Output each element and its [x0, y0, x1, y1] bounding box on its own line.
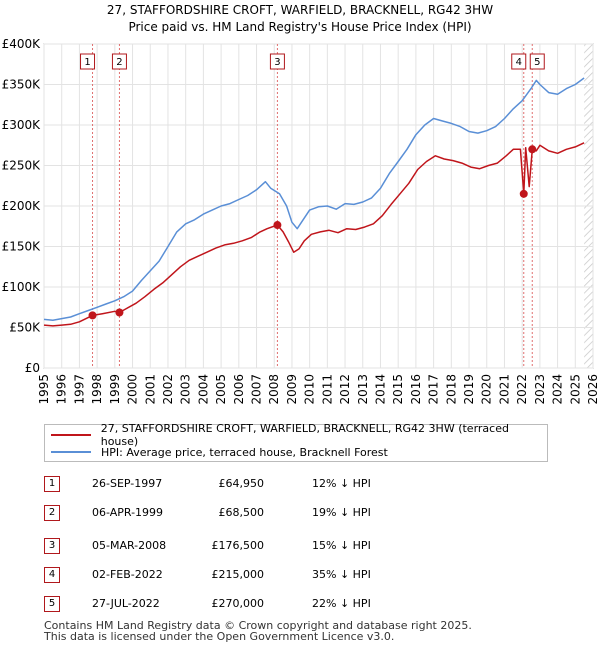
y-tick-label: £100K [2, 280, 42, 294]
x-tick-label: 2000 [126, 374, 140, 405]
sale-label-box [529, 53, 545, 70]
property-series-line [43, 142, 585, 327]
y-tick-label: £250K [2, 159, 42, 173]
legend-property-swatch [51, 434, 91, 436]
transaction-date: 02-FEB-2022 [92, 568, 163, 581]
transaction-badge: 5 [44, 596, 60, 612]
price-chart: 27, STAFFORDSHIRE CROFT, WARFIELD, BRACK… [2, 3, 600, 405]
x-tick-label: 2011 [320, 374, 334, 405]
sale-point [273, 221, 282, 230]
table-row: 5 27-JUL-2022 £270,000 22% ↓ HPI [44, 594, 564, 614]
y-tick-label: £150K [2, 240, 42, 254]
x-tick-label: 2016 [409, 374, 423, 405]
transaction-hpi: 15% ↓ HPI [312, 539, 371, 552]
hpi-series-line [43, 77, 585, 321]
x-tick-label: 2020 [480, 374, 494, 405]
transaction-date: 27-JUL-2022 [92, 597, 160, 610]
transaction-date: 26-SEP-1997 [92, 477, 163, 490]
y-tick-label: £0 [25, 361, 40, 375]
sale-point [88, 311, 97, 320]
transaction-date: 05-MAR-2008 [92, 539, 167, 552]
x-tick-label: 2014 [373, 374, 387, 405]
transaction-date: 06-APR-1999 [92, 506, 164, 519]
footer-copyright: Contains HM Land Registry data © Crown c… [44, 619, 472, 632]
x-tick-label: 1998 [90, 374, 104, 405]
x-tick-label: 2022 [515, 374, 529, 405]
legend-property: 27, STAFFORDSHIRE CROFT, WARFIELD, BRACK… [51, 422, 547, 448]
sale-label-text: 2 [116, 57, 122, 68]
x-tick-label: 2010 [303, 374, 317, 405]
x-tick-label: 2017 [427, 374, 441, 405]
sale-label-box [269, 53, 285, 70]
transaction-price: £68,500 [218, 506, 265, 519]
x-tick-label: 1995 [37, 374, 51, 405]
transaction-price: £270,000 [211, 597, 265, 610]
transaction-badge: 1 [44, 476, 60, 492]
sale-label-text: 3 [274, 57, 280, 68]
y-tick-label: £200K [2, 199, 42, 213]
sale-label-text: 5 [534, 57, 540, 68]
x-tick-label: 2006 [232, 374, 246, 405]
y-tick-label: £400K [2, 37, 42, 51]
x-tick-label: 2025 [568, 374, 582, 405]
sale-label-box [511, 53, 527, 70]
legend-hpi: HPI: Average price, terraced house, Brac… [51, 444, 388, 460]
transaction-price: £64,950 [218, 477, 265, 490]
x-tick-label: 2023 [533, 374, 547, 405]
x-tick-label: 2008 [267, 374, 281, 405]
transaction-badge: 2 [44, 505, 60, 521]
x-tick-label: 2002 [161, 374, 175, 405]
x-tick-label: 2009 [285, 374, 299, 405]
x-tick-label: 2021 [497, 374, 511, 405]
legend: 27, STAFFORDSHIRE CROFT, WARFIELD, BRACK… [44, 422, 548, 462]
sale-label-text: 1 [84, 57, 90, 68]
legend-hpi-label: HPI: Average price, terraced house, Brac… [101, 445, 388, 459]
transaction-hpi: 12% ↓ HPI [312, 477, 371, 490]
footer-licence: This data is licensed under the Open Gov… [44, 630, 395, 643]
footer: Contains HM Land Registry data © Crown c… [44, 620, 472, 642]
table-row: 2 06-APR-1999 £68,500 19% ↓ HPI [44, 503, 564, 523]
x-tick-label: 2013 [356, 374, 370, 405]
x-tick-label: 2012 [338, 374, 352, 405]
sale-point [528, 145, 537, 154]
x-tick-label: 2019 [462, 374, 476, 405]
transaction-price: £176,500 [211, 539, 265, 552]
y-tick-label: £350K [2, 78, 42, 92]
transaction-badge: 3 [44, 538, 60, 554]
y-tick-label: £50K [9, 321, 41, 335]
sale-point [519, 189, 528, 198]
x-tick-label: 2018 [444, 374, 458, 405]
x-tick-label: 1999 [108, 374, 122, 405]
table-row: 1 26-SEP-1997 £64,950 12% ↓ HPI [44, 474, 564, 494]
x-tick-label: 2004 [196, 374, 210, 405]
chart-title-line2: Price paid vs. HM Land Registry's House … [128, 20, 471, 34]
x-tick-label: 2007 [250, 374, 264, 405]
x-tick-label: 2026 [586, 374, 600, 405]
x-tick-label: 2015 [391, 374, 405, 405]
x-tick-label: 2024 [551, 374, 565, 405]
sale-label-text: 4 [516, 57, 522, 68]
x-tick-label: 2001 [143, 374, 157, 405]
transaction-hpi: 19% ↓ HPI [312, 506, 371, 519]
x-tick-label: 1997 [72, 374, 86, 405]
transaction-price: £215,000 [211, 568, 265, 581]
transaction-hpi: 35% ↓ HPI [312, 568, 371, 581]
transaction-badge: 4 [44, 567, 60, 583]
sale-label-box [111, 53, 127, 70]
x-tick-label: 2005 [214, 374, 228, 405]
x-tick-label: 1996 [55, 374, 69, 405]
table-row: 3 05-MAR-2008 £176,500 15% ↓ HPI [44, 536, 564, 556]
table-row: 4 02-FEB-2022 £215,000 35% ↓ HPI [44, 565, 564, 585]
x-tick-label: 2003 [179, 374, 193, 405]
y-tick-label: £300K [2, 118, 42, 132]
chart-title-line1: 27, STAFFORDSHIRE CROFT, WARFIELD, BRACK… [107, 3, 493, 17]
plot-area: £0 £50K £100K £150K £200K £250K £300K £350K £400… [2, 37, 600, 405]
sale-label-box [80, 53, 96, 70]
transaction-hpi: 22% ↓ HPI [312, 597, 371, 610]
legend-property-label: 27, STAFFORDSHIRE CROFT, WARFIELD, BRACK… [100, 422, 509, 448]
legend-hpi-swatch [51, 451, 91, 453]
sale-point [115, 308, 124, 317]
